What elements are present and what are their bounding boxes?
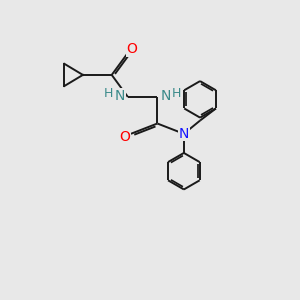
Text: N: N bbox=[115, 88, 125, 103]
Text: H: H bbox=[172, 87, 181, 100]
Text: O: O bbox=[119, 130, 130, 144]
Text: O: O bbox=[126, 42, 137, 56]
Text: H: H bbox=[104, 87, 113, 100]
Text: N: N bbox=[179, 127, 189, 141]
Text: N: N bbox=[160, 88, 171, 103]
